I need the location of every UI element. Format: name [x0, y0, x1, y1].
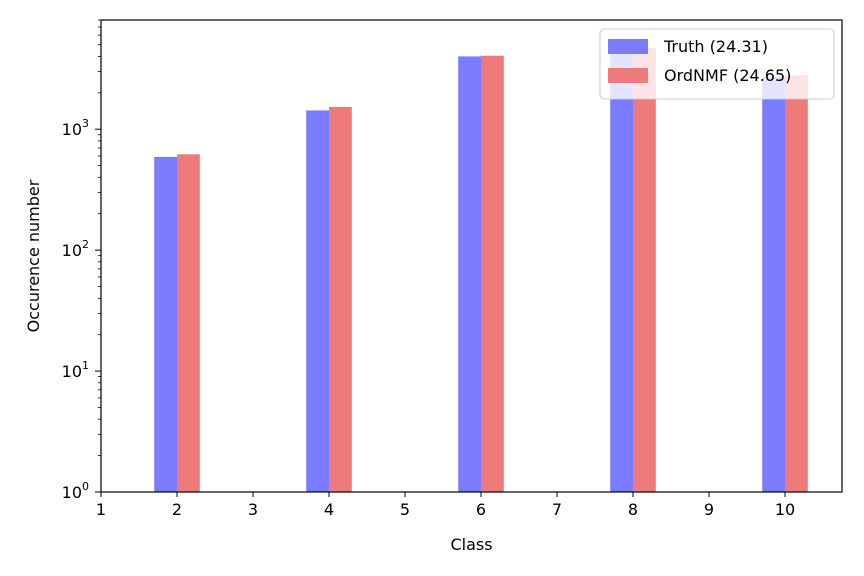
y-tick-label: 101 — [62, 359, 89, 381]
bar-truth-class-8 — [610, 51, 633, 493]
legend-swatch — [608, 68, 648, 83]
y-axis-label: Occurence number — [24, 179, 43, 332]
x-tick-label: 7 — [552, 500, 562, 519]
plot-frame — [100, 19, 843, 493]
bar-ordnmf-class-10 — [785, 75, 808, 492]
x-tick-label: 2 — [172, 500, 182, 519]
y-tick-label: 102 — [62, 238, 89, 260]
bar-truth-class-6 — [458, 56, 481, 493]
x-tick-label: 4 — [324, 500, 334, 519]
x-tick-label: 6 — [476, 500, 486, 519]
bar-truth-class-10 — [762, 77, 785, 492]
legend-label: Truth (24.31) — [663, 37, 768, 56]
x-axis-label: Class — [450, 535, 492, 554]
y-tick-label: 100 — [62, 480, 89, 502]
legend-box — [599, 28, 835, 100]
x-tick-label: 1 — [96, 500, 106, 519]
bar-ordnmf-class-2 — [177, 154, 200, 492]
x-tick-label: 8 — [628, 500, 638, 519]
bar-ordnmf-class-4 — [329, 106, 352, 492]
bars-group — [154, 47, 808, 493]
x-ticks: 1 2 3 4 5 6 7 8 9 10 — [96, 492, 795, 519]
legend: Truth (24.31) OrdNMF (24.65) — [599, 28, 835, 100]
bar-ordnmf-class-8 — [633, 47, 656, 492]
x-tick-label: 9 — [704, 500, 714, 519]
legend-label: OrdNMF (24.65) — [664, 66, 791, 85]
bar-truth-class-4 — [306, 110, 329, 493]
bar-truth-class-2 — [154, 156, 177, 493]
x-tick-label: 10 — [775, 500, 795, 519]
y-tick-label: 103 — [62, 117, 89, 139]
x-tick-label: 3 — [248, 500, 258, 519]
legend-swatch — [608, 39, 648, 54]
x-tick-label: 5 — [400, 500, 410, 519]
bar-ordnmf-class-6 — [481, 55, 504, 492]
y-ticks: 100 101 102 103 — [62, 117, 101, 502]
